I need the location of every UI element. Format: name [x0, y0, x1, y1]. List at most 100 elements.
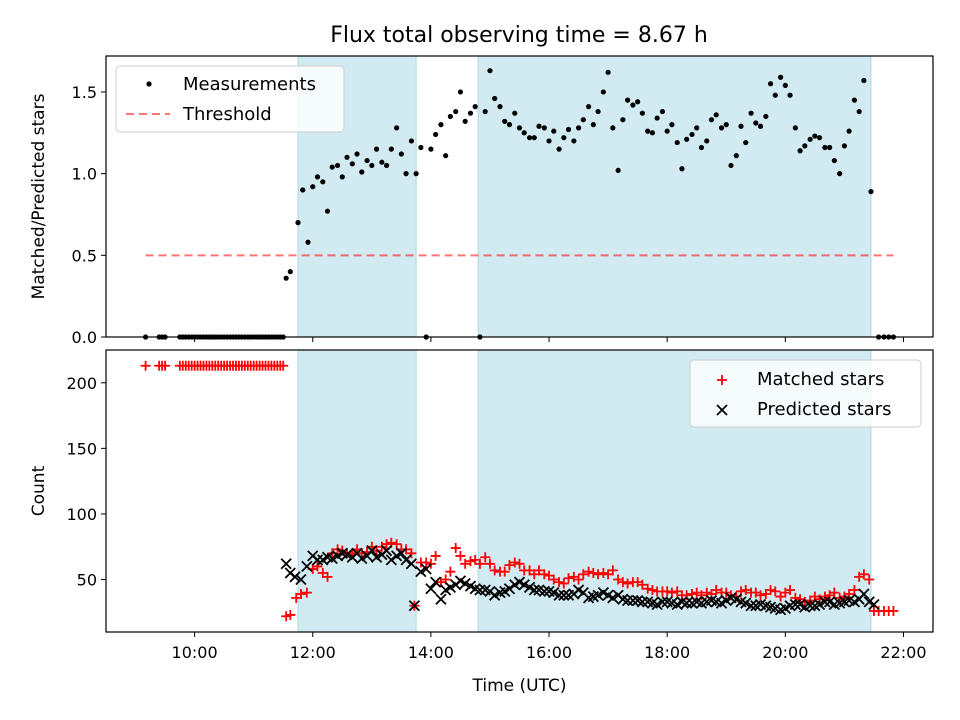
measurement-point — [521, 130, 527, 136]
measurement-point — [856, 108, 862, 115]
predicted-star-point — [621, 594, 634, 607]
predicted-star-point — [420, 563, 432, 575]
measurement-point — [462, 118, 468, 124]
measurement-point — [575, 125, 582, 131]
measurement-point — [295, 220, 301, 226]
measurement-point — [738, 123, 744, 129]
measurement-point — [713, 112, 719, 118]
measurement-point — [443, 153, 449, 159]
matched-star-point — [533, 565, 544, 576]
matched-star-point — [583, 566, 594, 577]
predicted-star-point — [311, 554, 324, 566]
predicted-star-point — [528, 584, 540, 596]
measurement-point — [512, 110, 518, 116]
matched-star-point — [765, 585, 776, 596]
matched-star-point — [460, 558, 471, 569]
measurement-point — [610, 125, 616, 131]
measurement-point — [728, 162, 734, 169]
measurement-point — [561, 135, 567, 141]
predicted-star-point — [627, 594, 639, 607]
legend-label: Measurements — [183, 74, 316, 95]
measurement-point — [394, 125, 400, 131]
measurement-point — [556, 146, 562, 152]
predicted-star-point — [444, 581, 457, 594]
measurement-point — [846, 128, 852, 134]
measurement-point — [757, 123, 764, 129]
measurement-point — [283, 275, 289, 281]
measurement-point — [344, 154, 350, 160]
measurement-point — [669, 122, 675, 128]
measurement-point — [571, 138, 577, 144]
predicted-star-point — [804, 600, 816, 612]
measurement-point — [782, 82, 788, 89]
matched-star-point — [858, 569, 869, 580]
legend: Matched stars Predicted stars — [689, 359, 922, 428]
legend: Measurements Threshold — [115, 65, 345, 133]
predicted-star-point — [400, 554, 412, 566]
matched-star-point — [888, 606, 899, 617]
matched-star-point — [450, 543, 461, 554]
y-tick-label: 0.0 — [72, 328, 97, 347]
matched-star-point — [588, 567, 599, 578]
y-tick-label: 200 — [66, 374, 97, 393]
predicted-star-point — [503, 583, 516, 595]
measurement-point — [541, 125, 547, 131]
matched-star-point — [539, 569, 550, 580]
measurement-point — [674, 139, 680, 146]
predicted-star-point — [538, 585, 550, 597]
matched-star-point — [430, 550, 441, 561]
predicted-star-point — [380, 545, 393, 557]
matched-star-point — [666, 587, 677, 598]
predicted-star-point — [341, 548, 353, 561]
measurement-point — [822, 144, 828, 151]
legend-label: Threshold — [182, 104, 272, 125]
predicted-star-point — [636, 596, 649, 608]
measurement-point — [615, 167, 621, 173]
measurement-point — [349, 161, 355, 167]
matched-star-point — [740, 585, 751, 596]
measurement-point — [620, 117, 626, 123]
measurement-point — [373, 146, 380, 152]
matched-star-point — [474, 558, 485, 569]
matched-star-point — [301, 587, 312, 598]
observing-window-shade — [297, 349, 417, 633]
y-axis-label: Matched/Predicted stars — [29, 93, 49, 299]
matched-star-point — [637, 579, 648, 590]
predicted-star-point — [858, 588, 870, 600]
matched-star-point — [785, 585, 796, 596]
measurement-point — [743, 139, 749, 146]
measurement-point — [772, 92, 778, 98]
measurement-point — [403, 171, 409, 177]
measurement-point — [816, 135, 823, 141]
measurement-point — [364, 157, 370, 164]
measurement-point — [492, 95, 498, 102]
matched-star-point — [548, 574, 559, 585]
predicted-star-point — [459, 577, 471, 590]
matched-star-point — [484, 558, 495, 569]
measurement-point — [586, 104, 592, 110]
measurement-point — [467, 110, 474, 116]
measurement-point — [861, 77, 867, 84]
measurement-point — [831, 157, 837, 164]
measurement-point — [694, 125, 700, 131]
matched-star-point — [489, 565, 500, 576]
measurement-point — [625, 97, 631, 103]
measurement-point — [664, 128, 670, 134]
matched-star-point — [465, 556, 476, 567]
measurement-point — [777, 74, 784, 80]
measurement-point — [787, 92, 793, 98]
measurement-point — [428, 146, 434, 152]
matched-star-point — [755, 590, 766, 601]
predicted-star-point — [289, 571, 301, 583]
measurement-point — [551, 128, 557, 134]
measurement-point — [684, 136, 690, 142]
legend-box — [115, 65, 345, 133]
predicted-star-point — [385, 554, 397, 566]
axes-frame — [105, 349, 934, 633]
measurement-point — [580, 117, 586, 123]
measurement-point — [438, 122, 444, 128]
predicted-star-point — [301, 560, 313, 573]
predicted-star-point — [408, 600, 420, 612]
measurement-point — [433, 131, 439, 138]
predicted-star-point — [474, 584, 486, 596]
